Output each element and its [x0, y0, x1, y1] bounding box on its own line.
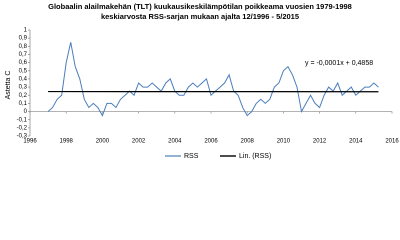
y-tick-label: 0,9 [19, 36, 28, 42]
y-tick-label: 1 [24, 28, 28, 34]
y-tick-label: 0,8 [19, 44, 28, 50]
x-tick-label: 2004 [168, 139, 182, 145]
x-tick-label: 2008 [241, 139, 255, 145]
legend-label: Lin. (RSS) [239, 153, 271, 160]
y-tick-label: -0,1 [17, 117, 28, 123]
legend-label: RSS [184, 153, 199, 160]
x-tick-label: 2014 [349, 139, 363, 145]
x-tick-label: 2000 [96, 139, 110, 145]
y-tick-label: 0,1 [19, 101, 28, 107]
x-tick-label: 1996 [23, 139, 37, 145]
background [0, 0, 400, 162]
chart-title: Globaalin alailmakehän (TLT) kuukausikes… [48, 2, 352, 11]
x-tick-label: 2006 [204, 139, 218, 145]
x-tick-label: 2010 [277, 139, 291, 145]
annotation: y = -0,0001x + 0,4858 [305, 60, 373, 67]
y-tick-label: 0,3 [19, 85, 28, 91]
y-axis-label: Astetta C [5, 71, 12, 100]
chart: Globaalin alailmakehän (TLT) kuukausikes… [0, 0, 400, 162]
y-tick-label: 0,2 [19, 93, 28, 99]
x-tick-label: 2002 [132, 139, 146, 145]
y-tick-label: 0,5 [19, 68, 28, 74]
y-tick-label: 0,4 [19, 77, 28, 83]
x-tick-label: 1998 [60, 139, 74, 145]
chart-subtitle: keskiarvosta RSS-sarjan mukaan ajalta 12… [101, 12, 299, 21]
y-tick-label: -0,3 [17, 134, 28, 140]
y-tick-label: -0,2 [17, 125, 28, 131]
y-tick-label: 0,6 [19, 60, 28, 66]
data-line [47, 42, 379, 117]
x-tick-label: 2016 [385, 139, 399, 145]
y-tick-label: 0,7 [19, 52, 28, 58]
y-tick-label: 0 [24, 109, 28, 115]
x-tick-label: 2012 [313, 139, 327, 145]
